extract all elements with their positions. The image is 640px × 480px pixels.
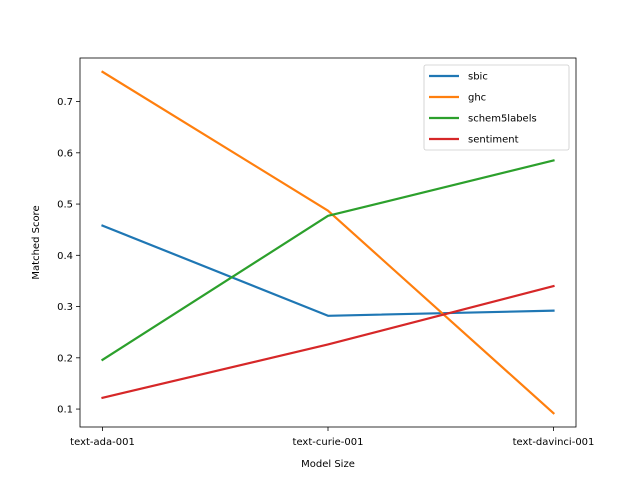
y-axis: 0.1 0.2 0.3 0.4 0.5 0.6 0.7 (57, 97, 80, 416)
series-layer (100, 70, 556, 415)
series-line-schem5labels (100, 159, 555, 362)
legend-box (423, 64, 570, 151)
legend-label-schem5labels: schem5labels (468, 114, 537, 125)
x-tick-label: text-curie-001 (293, 437, 364, 448)
y-tick-label: 0.5 (57, 200, 73, 211)
x-axis: text-ada-001 text-curie-001 text-davinci-0… (70, 427, 594, 448)
series-line-ghc (100, 70, 556, 415)
x-tick-label: text-davinci-001 (513, 437, 595, 448)
legend-label-sbic: sbic (468, 72, 488, 83)
legend-label-sentiment: sentiment (468, 135, 519, 146)
y-axis-label: Matched Score (31, 205, 42, 279)
x-tick-label: text-ada-001 (70, 437, 135, 448)
y-tick-label: 0.4 (57, 251, 73, 262)
series-line-sentiment (101, 284, 555, 400)
y-tick-label: 0.1 (57, 405, 73, 416)
legend: sbic ghc schem5labels sentiment (423, 64, 570, 151)
y-tick-label: 0.6 (57, 148, 73, 159)
y-tick-label: 0.2 (57, 353, 73, 364)
x-axis-label: Model Size (301, 459, 355, 470)
y-tick-label: 0.3 (57, 302, 73, 313)
series-line-sbic (101, 224, 555, 317)
legend-label-ghc: ghc (468, 93, 486, 104)
y-tick-label: 0.7 (57, 97, 73, 108)
